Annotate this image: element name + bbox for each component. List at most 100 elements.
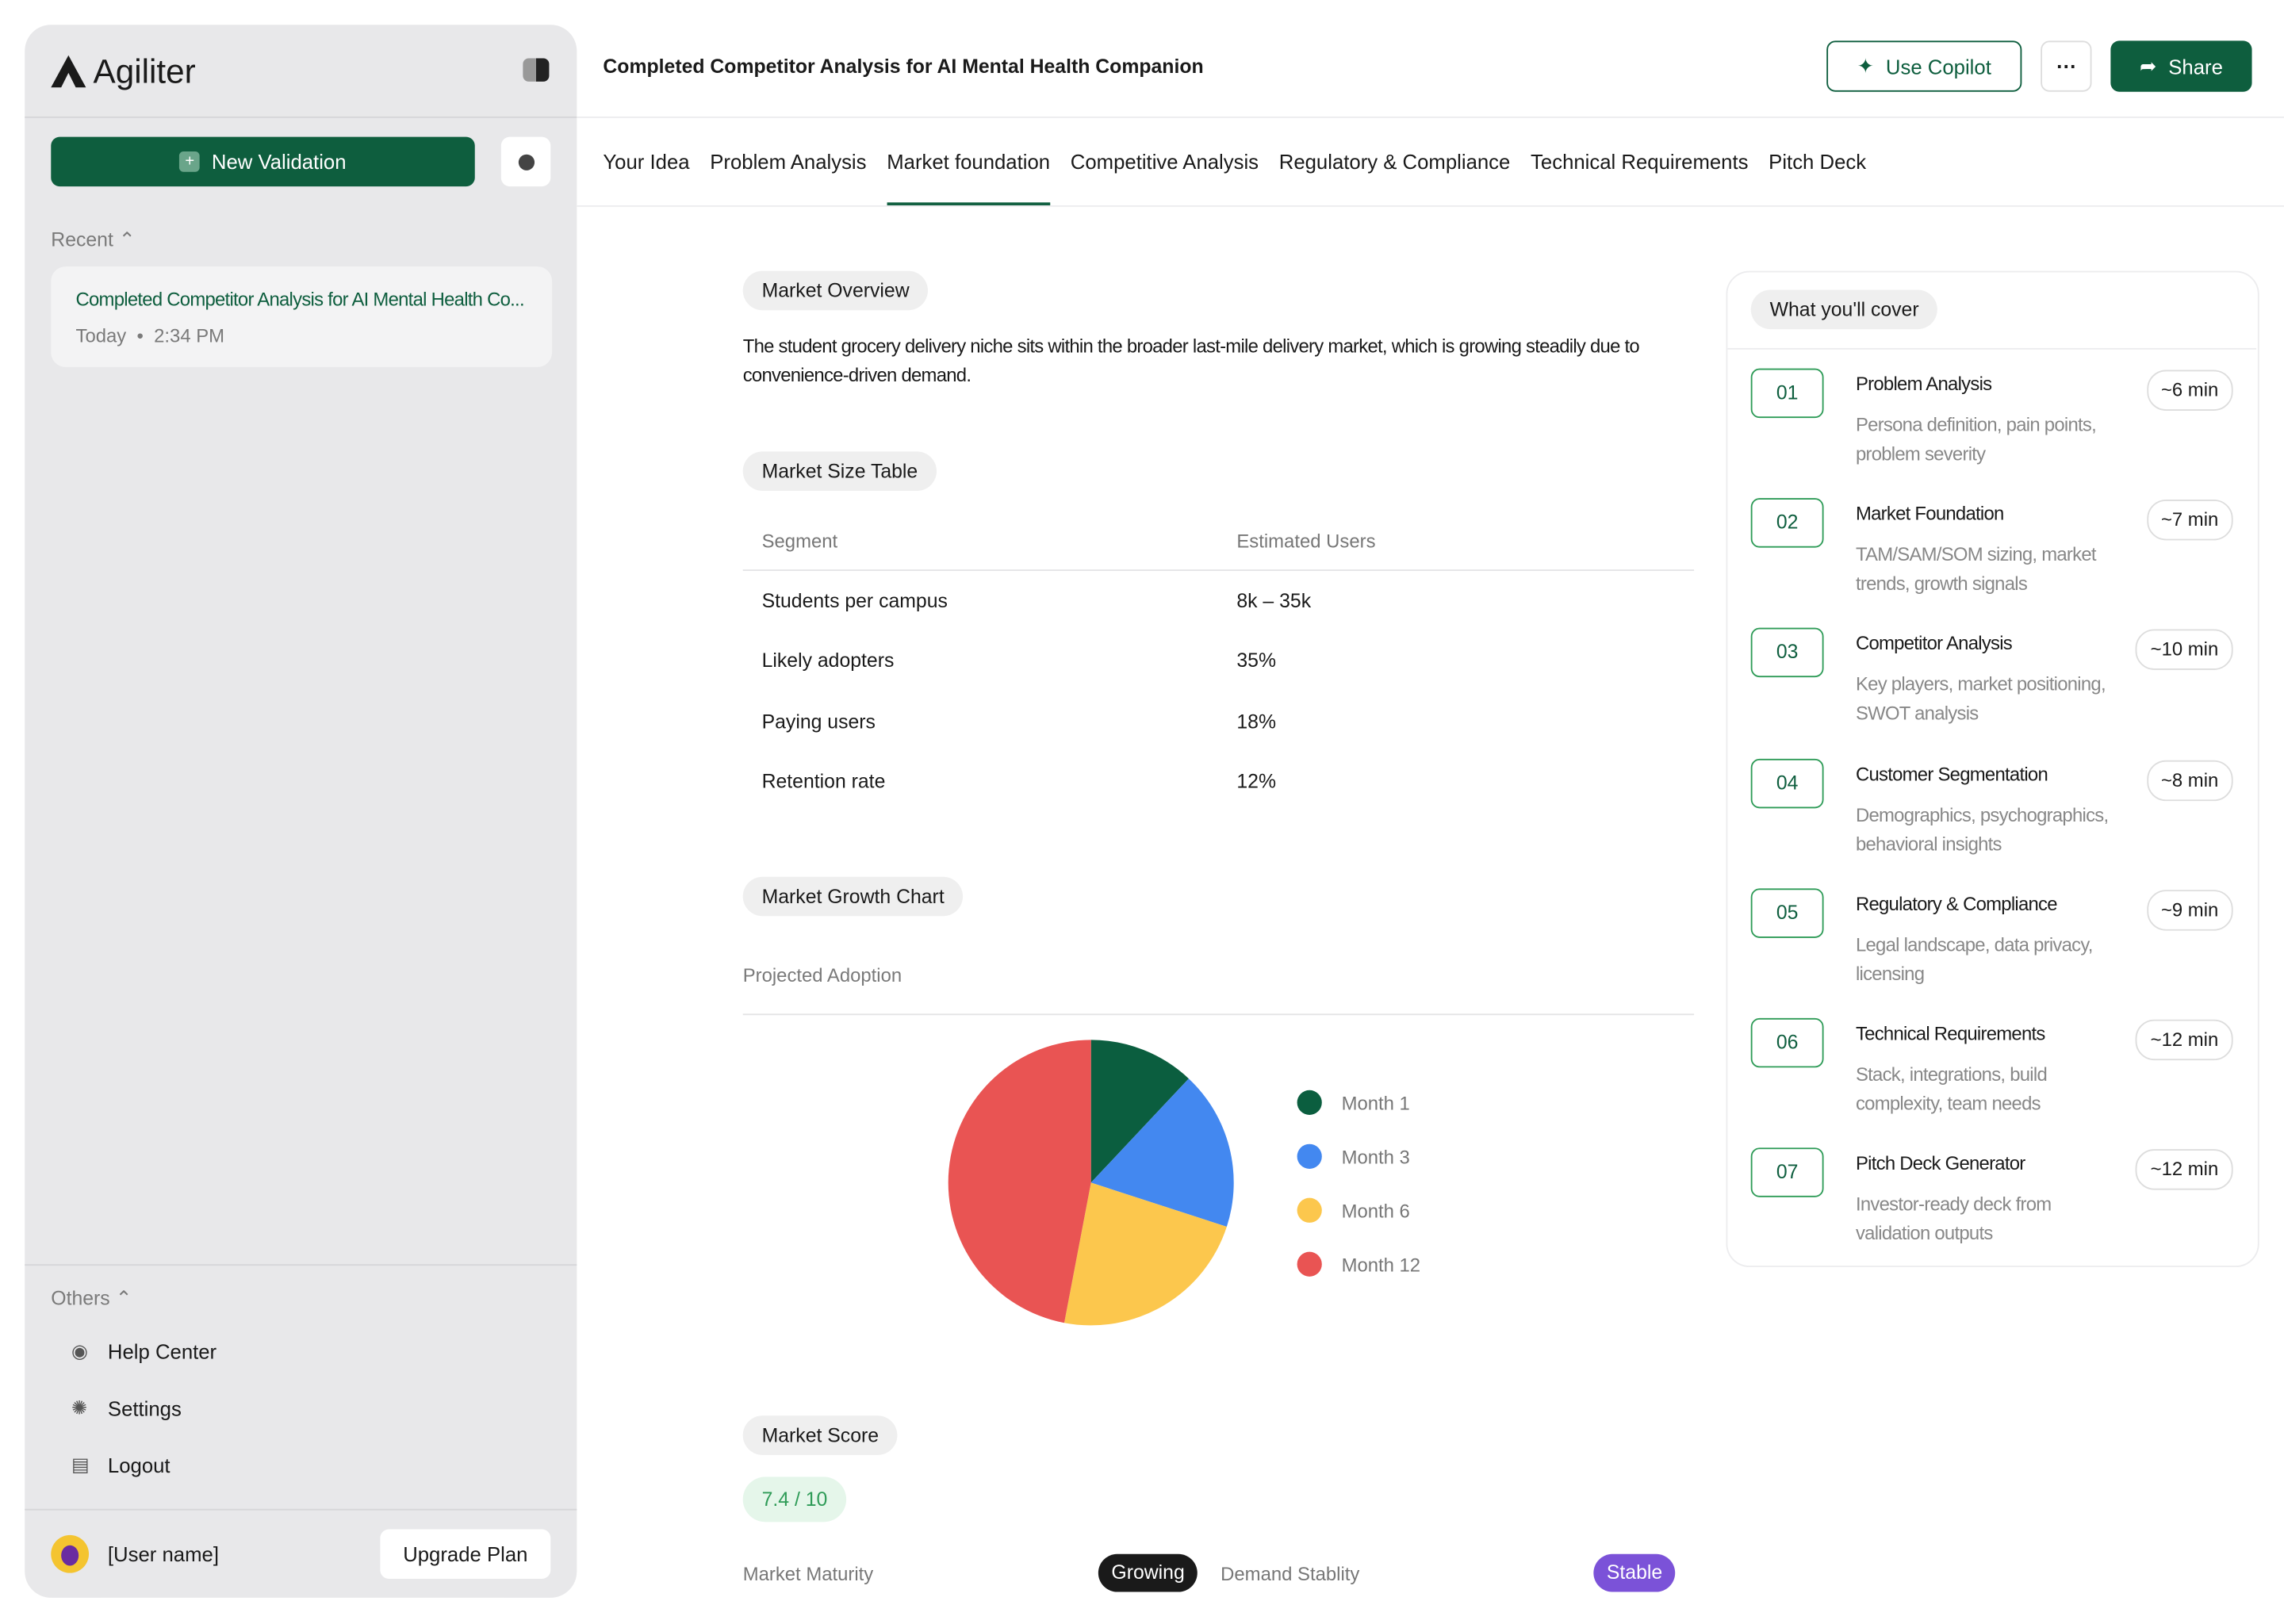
tab[interactable]: Pitch Deck bbox=[1769, 150, 1867, 174]
legend-swatch bbox=[1297, 1251, 1322, 1277]
collapse-button[interactable] bbox=[523, 58, 550, 82]
label: Recent bbox=[51, 228, 113, 251]
tab[interactable]: Technical Requirements bbox=[1531, 150, 1749, 174]
legend-swatch bbox=[1297, 1143, 1322, 1169]
menu-icon: ◉ bbox=[71, 1339, 88, 1362]
pie-slice bbox=[948, 1040, 1091, 1323]
score-value: 7.4 / 10 bbox=[742, 1477, 847, 1522]
legend-label: Month 6 bbox=[1342, 1201, 1410, 1222]
search-icon bbox=[517, 153, 535, 170]
user-name: [User name] bbox=[107, 1542, 219, 1566]
tab[interactable]: Problem Analysis bbox=[710, 150, 867, 174]
button-label: New Validation bbox=[211, 150, 347, 174]
legend-swatch bbox=[1297, 1197, 1322, 1223]
step-description: Demographics, psychographics, behavioral… bbox=[1855, 803, 2109, 855]
card-title: What you'll cover bbox=[1750, 289, 1938, 330]
score-name: Market Maturity bbox=[742, 1562, 874, 1585]
table-cell: 8k – 35k bbox=[1236, 589, 1312, 612]
divider bbox=[1727, 347, 2257, 350]
button-label: Upgrade Plan bbox=[403, 1542, 528, 1566]
recent-title: Completed Competitor Analysis for AI Men… bbox=[75, 288, 525, 311]
pie-slice bbox=[1090, 1078, 1234, 1228]
step-title: Competitor Analysis bbox=[1855, 632, 2013, 655]
step-title: Customer Segmentation bbox=[1855, 762, 2048, 785]
recent-item[interactable]: Completed Competitor Analysis for AI Men… bbox=[51, 266, 553, 367]
step-number: 01 bbox=[1750, 368, 1824, 419]
others-label[interactable]: Others ⌃ bbox=[51, 1287, 132, 1310]
menu-item[interactable]: Logout bbox=[107, 1454, 171, 1477]
divider bbox=[25, 1508, 577, 1511]
table-cell: 35% bbox=[1236, 649, 1277, 672]
chart-title: Projected Adoption bbox=[742, 963, 902, 986]
tab[interactable]: Competitive Analysis bbox=[1070, 150, 1259, 174]
step-time: ~12 min bbox=[2136, 1019, 2233, 1061]
step-description: Key players, market positioning, SWOT an… bbox=[1855, 673, 2106, 725]
table-cell: 12% bbox=[1236, 770, 1277, 793]
legend-swatch bbox=[1297, 1090, 1322, 1115]
recent-label[interactable]: Recent ⌃ bbox=[51, 228, 136, 251]
divider bbox=[577, 205, 2284, 207]
table-cell: Paying users bbox=[761, 710, 876, 733]
step-time: ~10 min bbox=[2136, 630, 2233, 671]
date: Today bbox=[75, 324, 127, 347]
avatar bbox=[51, 1534, 90, 1573]
page-title: Completed Competitor Analysis for AI Men… bbox=[603, 55, 1204, 78]
button-label: Use Copilot bbox=[1885, 54, 1991, 79]
section-label: Market Overview bbox=[742, 270, 929, 311]
step-number: 02 bbox=[1750, 498, 1824, 548]
step-number: 05 bbox=[1750, 888, 1824, 938]
tab[interactable]: Your Idea bbox=[603, 150, 690, 174]
menu-icon: ✺ bbox=[71, 1396, 88, 1419]
step-number: 03 bbox=[1750, 628, 1824, 678]
share-button[interactable]: ➦ Share bbox=[2110, 40, 2252, 92]
step-time: ~12 min bbox=[2136, 1149, 2233, 1190]
menu-item[interactable]: Help Center bbox=[107, 1339, 217, 1364]
table-cell: Likely adopters bbox=[761, 649, 895, 672]
tab[interactable]: Market foundation bbox=[887, 120, 1051, 205]
step-description: Legal landscape, data privacy, licensing bbox=[1855, 933, 2093, 985]
label: Others bbox=[51, 1287, 110, 1310]
pie-slice bbox=[1063, 1182, 1227, 1326]
table-cell: 18% bbox=[1236, 710, 1277, 733]
score-badge: Stable bbox=[1593, 1553, 1676, 1592]
copilot-button[interactable]: ✦ Use Copilot bbox=[1826, 40, 2022, 92]
recent-meta: Today • 2:34 PM bbox=[75, 324, 225, 347]
new-validation-button[interactable]: + New Validation bbox=[51, 136, 475, 187]
step-title: Problem Analysis bbox=[1855, 373, 1992, 395]
divider bbox=[25, 116, 577, 118]
step-time: ~8 min bbox=[2146, 760, 2233, 801]
button-label: Share bbox=[2168, 54, 2223, 79]
step-description: Investor-ready deck from validation outp… bbox=[1855, 1193, 2052, 1244]
step-time: ~6 min bbox=[2146, 370, 2233, 411]
pie-chart: Month 1 Month 3 Month 6 Month 12 bbox=[948, 1040, 1420, 1326]
section-label: Market Size Table bbox=[742, 451, 937, 491]
divider bbox=[577, 116, 2284, 118]
logo-icon bbox=[51, 55, 86, 88]
search-button[interactable] bbox=[500, 136, 551, 187]
step-description: TAM/SAM/SOM sizing, market trends, growt… bbox=[1855, 543, 2097, 595]
share-icon: ➦ bbox=[2140, 53, 2157, 78]
cover-card bbox=[1726, 270, 2259, 1267]
section-label: Market Score bbox=[742, 1415, 898, 1455]
score-name: Demand Stablity bbox=[1221, 1562, 1360, 1585]
overview-text: The student grocery delivery niche sits … bbox=[742, 335, 1640, 386]
legend-label: Month 12 bbox=[1342, 1254, 1420, 1276]
tab[interactable]: Regulatory & Compliance bbox=[1278, 150, 1511, 174]
brand: Agiliter bbox=[93, 52, 196, 90]
legend-label: Month 1 bbox=[1342, 1094, 1410, 1115]
menu-item[interactable]: Settings bbox=[107, 1396, 182, 1420]
step-number: 04 bbox=[1750, 758, 1824, 808]
step-time: ~9 min bbox=[2146, 889, 2233, 931]
step-title: Market Foundation bbox=[1855, 503, 2004, 525]
step-description: Persona definition, pain points, problem… bbox=[1855, 413, 2097, 465]
column-header: Segment bbox=[761, 530, 838, 553]
step-number: 07 bbox=[1750, 1147, 1824, 1198]
more-button[interactable]: ⋯ bbox=[2041, 40, 2092, 92]
step-title: Pitch Deck Generator bbox=[1855, 1152, 2025, 1174]
upgrade-button[interactable]: Upgrade Plan bbox=[380, 1529, 551, 1579]
column-header: Estimated Users bbox=[1236, 530, 1376, 553]
table-cell: Retention rate bbox=[761, 770, 886, 793]
legend-label: Month 3 bbox=[1342, 1147, 1410, 1169]
